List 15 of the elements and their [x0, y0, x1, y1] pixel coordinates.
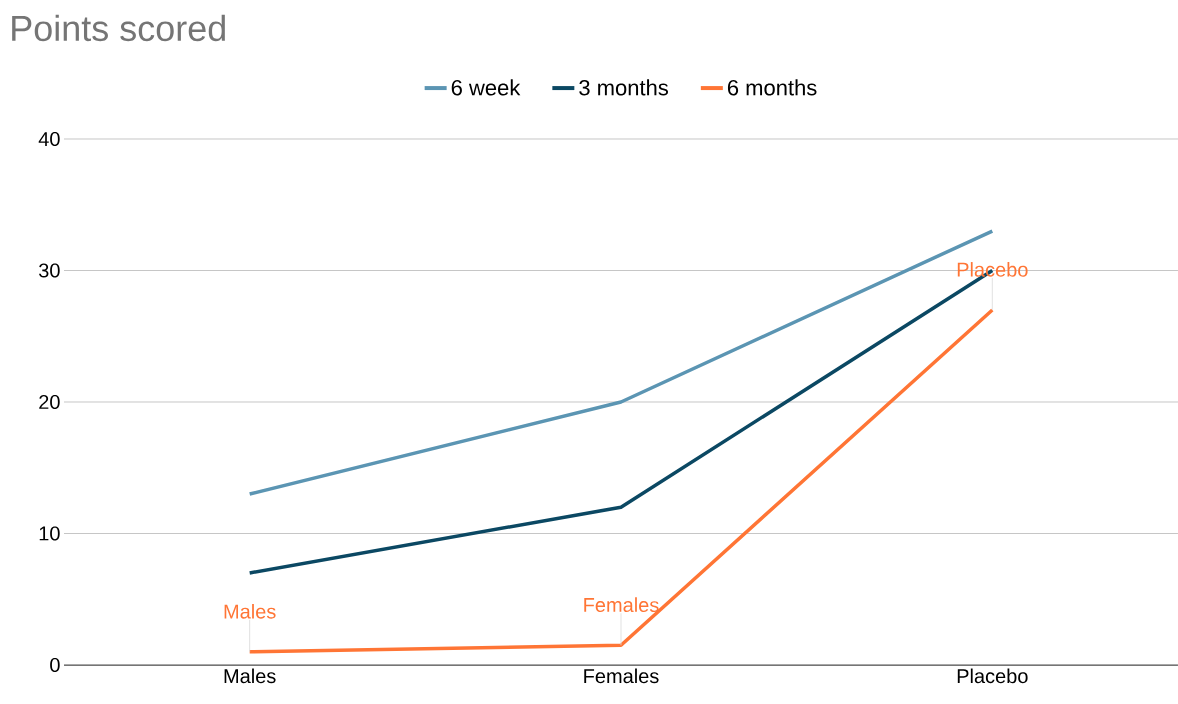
x-tick-label: Males [224, 668, 276, 684]
y-tick-label: 40 [38, 131, 60, 147]
legend-label: 3 months [579, 79, 669, 96]
annotation: Males [224, 603, 276, 619]
y-tick-label: 30 [39, 263, 60, 278]
y-tick-label: 10 [39, 526, 60, 541]
legend-label: 6 week [451, 79, 521, 96]
x-tick-label: Placebo [957, 668, 1028, 684]
annotation: Placebo [957, 262, 1028, 277]
annotation: Females [584, 597, 659, 613]
chart-title: Points scored [12, 14, 225, 42]
x-tick-label: Females [584, 668, 659, 684]
legend-label: 6 months [727, 79, 817, 96]
y-tick-label: 20 [39, 394, 60, 410]
y-tick-label: 0 [50, 657, 60, 673]
